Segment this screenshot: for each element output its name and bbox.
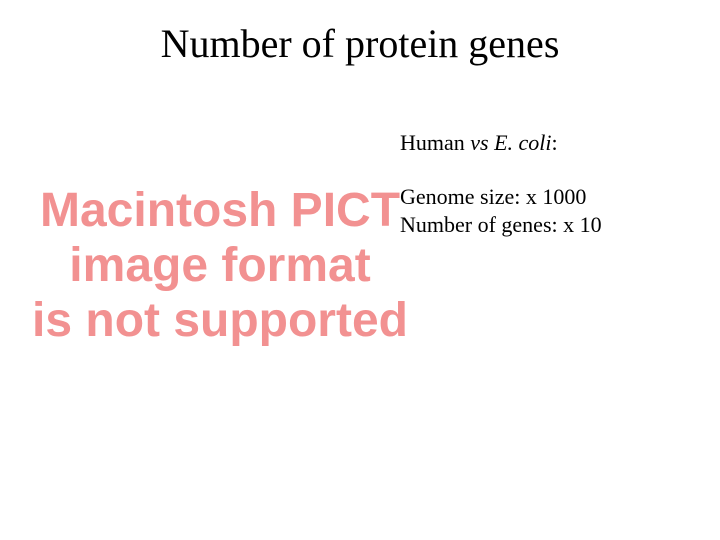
facts-block: Genome size: x 1000 Number of genes: x 1… bbox=[400, 183, 602, 238]
comparison-species: E. coli bbox=[489, 130, 552, 155]
pict-error-line-3: is not supported bbox=[30, 293, 410, 348]
pict-error-line-1: Macintosh PICT bbox=[30, 183, 410, 238]
fact-gene-count: Number of genes: x 10 bbox=[400, 211, 602, 239]
comparison-prefix: Human bbox=[400, 130, 470, 155]
pict-error-line-2: image format bbox=[30, 238, 410, 293]
page-title: Number of protein genes bbox=[0, 20, 720, 67]
fact-genome-size: Genome size: x 1000 bbox=[400, 183, 602, 211]
slide: Number of protein genes Human vs E. coli… bbox=[0, 0, 720, 540]
pict-error-placeholder: Macintosh PICT image format is not suppo… bbox=[30, 183, 410, 349]
comparison-line: Human vs E. coli: bbox=[400, 130, 558, 156]
comparison-vs: vs bbox=[470, 130, 488, 155]
comparison-suffix: : bbox=[552, 130, 558, 155]
